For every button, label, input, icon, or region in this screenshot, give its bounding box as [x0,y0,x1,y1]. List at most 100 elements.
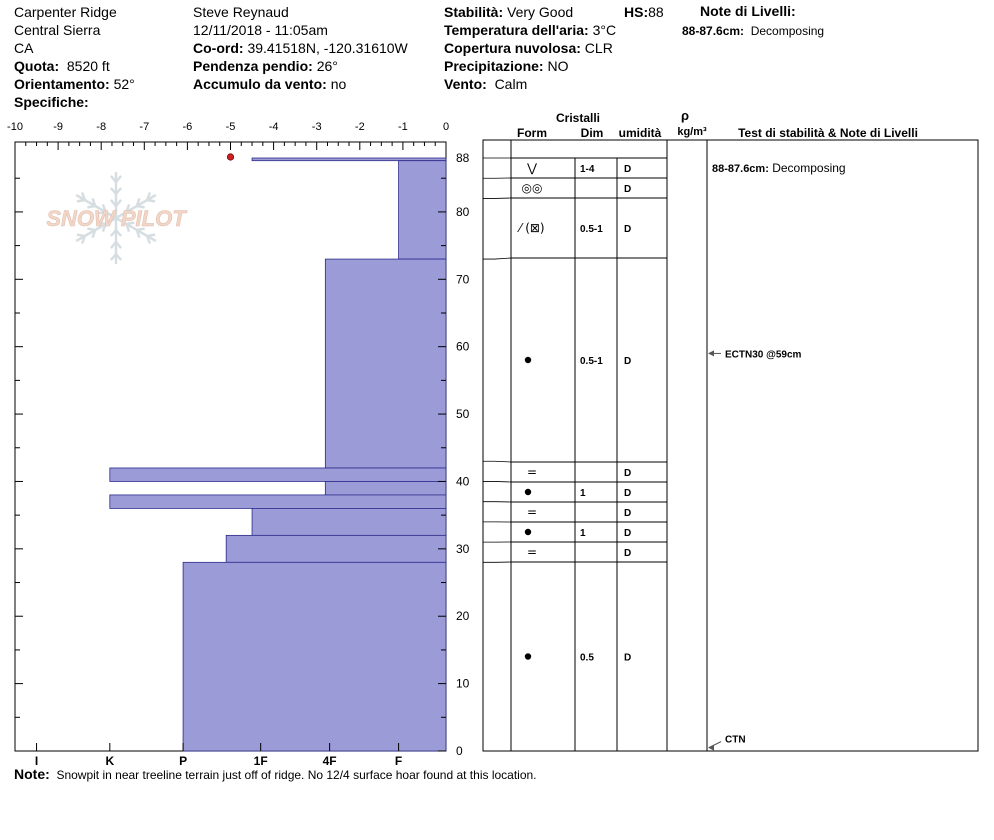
hardness-tick-label: K [105,754,114,768]
hardness-layer [109,467,447,482]
crystal-moisture: D [624,488,631,499]
crystal-form-rounds [524,653,532,660]
height-tick-label: 70 [456,272,470,286]
header-crystals: Cristalli [556,111,600,125]
crystal-form: ⁄ (⊠) [516,221,544,235]
aspect: Orientamento: 52° [14,76,135,92]
crystal-moisture: D [624,184,631,195]
crystal-moisture: D [624,548,631,559]
datetime: 12/11/2018 - 11:05am [193,22,328,38]
hardness-layer [251,508,447,536]
stability-test-note: ECTN30 @59cm [725,349,802,360]
temp-tick-label: -9 [53,121,63,133]
header-form: Form [517,126,547,140]
air-temperature: Temperatura dell'aria: 3°C [444,22,617,38]
crystal-moisture: D [624,468,631,479]
note-arrowhead [708,744,714,751]
crystal-form-rounds [524,356,532,364]
crystal-moisture: D [624,508,631,519]
crystal-form: ⋁ [526,161,537,175]
hardness-tick-label: 1F [254,754,268,768]
sky-cover: Copertura nuvolosa: CLR [444,40,613,56]
crystal-moisture: D [624,528,631,539]
stability: Stabilità: Very Good [444,4,574,20]
slope-angle: Pendenza pendio: 26° [193,58,338,74]
layer-note-range: 88-87.6cm: [712,163,769,175]
hardness-tick-label: F [395,754,402,768]
hardness-layer [324,258,447,469]
temp-tick-label: -7 [139,121,149,133]
layer-connector [483,257,512,260]
crystal-size: 1-4 [580,164,595,175]
observer: Steve Reynaud [193,4,289,20]
temperature-point [226,153,235,161]
header-density-unit: kg/m³ [677,126,707,138]
height-tick-label: 30 [456,542,470,556]
height-tick-label: 88 [456,151,470,165]
stability-test-note: CTN [725,735,746,746]
crystal-size: 1 [580,488,586,499]
layer-note-entry: 88-87.6cm: Decomposing [712,161,846,175]
mountain-range: Central Sierra [14,22,101,38]
header-moisture: umidità [619,126,662,140]
crystal-size: 0.5 [580,653,594,664]
hardness-layer [324,481,447,496]
header-density: ρ [681,108,689,123]
coordinates: Co-ord: 39.41518N, -120.31610W [193,40,408,56]
height-tick-label: 80 [456,205,470,219]
state: CA [14,40,34,56]
layer-note: 88-87.6cm: Decomposing [682,24,825,38]
height-tick-label: 60 [456,340,470,354]
location-name: Carpenter Ridge [14,4,117,20]
crystal-size: 0.5-1 [580,356,603,367]
height-tick-label: 40 [456,474,470,488]
crystal-moisture: D [624,356,631,367]
crystal-size: 1 [580,528,586,539]
snow-height: HS:88 [624,4,664,20]
layer-connector [483,481,512,483]
wind-loading: Accumulo da vento: no [193,76,347,92]
layer-connector [483,460,512,463]
height-tick-label: 20 [456,609,470,623]
temp-tick-label: -8 [96,121,106,133]
wind: Vento: Calm [444,76,528,92]
temp-tick-label: -6 [183,121,193,133]
footer-note: Note: Snowpit in near treeline terrain j… [14,766,537,782]
temp-tick-label: -4 [269,121,279,133]
hardness-layer [182,561,447,752]
elevation: Quota: 8520 ft [14,58,110,74]
hardness-layer [109,494,447,509]
hardness-layer [225,534,447,563]
crystal-moisture: D [624,164,631,175]
layer-note-text: Decomposing [769,161,846,175]
layer-notes-title: Note di Livelli: [700,3,796,19]
temp-tick-label: -2 [355,121,365,133]
header-tests: Test di stabilità & Note di Livelli [738,126,918,140]
temp-tick-label: -10 [7,121,23,133]
crystal-form-rounds [524,488,532,496]
hardness-layer [398,160,447,260]
table-frame [482,139,979,752]
note-arrowhead [708,350,714,357]
temp-tick-label: 0 [443,121,449,133]
height-tick-label: 10 [456,677,470,691]
crystal-form: ◎◎ [522,181,543,195]
crystal-moisture: D [624,653,631,664]
crystal-form-rounds [524,528,532,536]
height-tick-label: 0 [456,744,463,758]
crystal-moisture: D [624,224,631,235]
hardness-tick-label: P [179,754,187,768]
temp-tick-label: -3 [312,121,322,133]
hardness-tick-label: 4F [323,754,337,768]
crystal-form: = [527,465,537,479]
precipitation: Precipitazione: NO [444,58,569,74]
temp-tick-label: -5 [226,121,236,133]
hardness-layer [251,157,447,162]
crystal-form: = [527,505,537,519]
height-tick-label: 50 [456,407,470,421]
crystal-size: 0.5-1 [580,224,603,235]
snowpilot-logo-text: SNOW PILOT [46,206,187,231]
temp-tick-label: -1 [398,121,408,133]
snowpilot-logo: SNOW PILOT [46,172,188,264]
